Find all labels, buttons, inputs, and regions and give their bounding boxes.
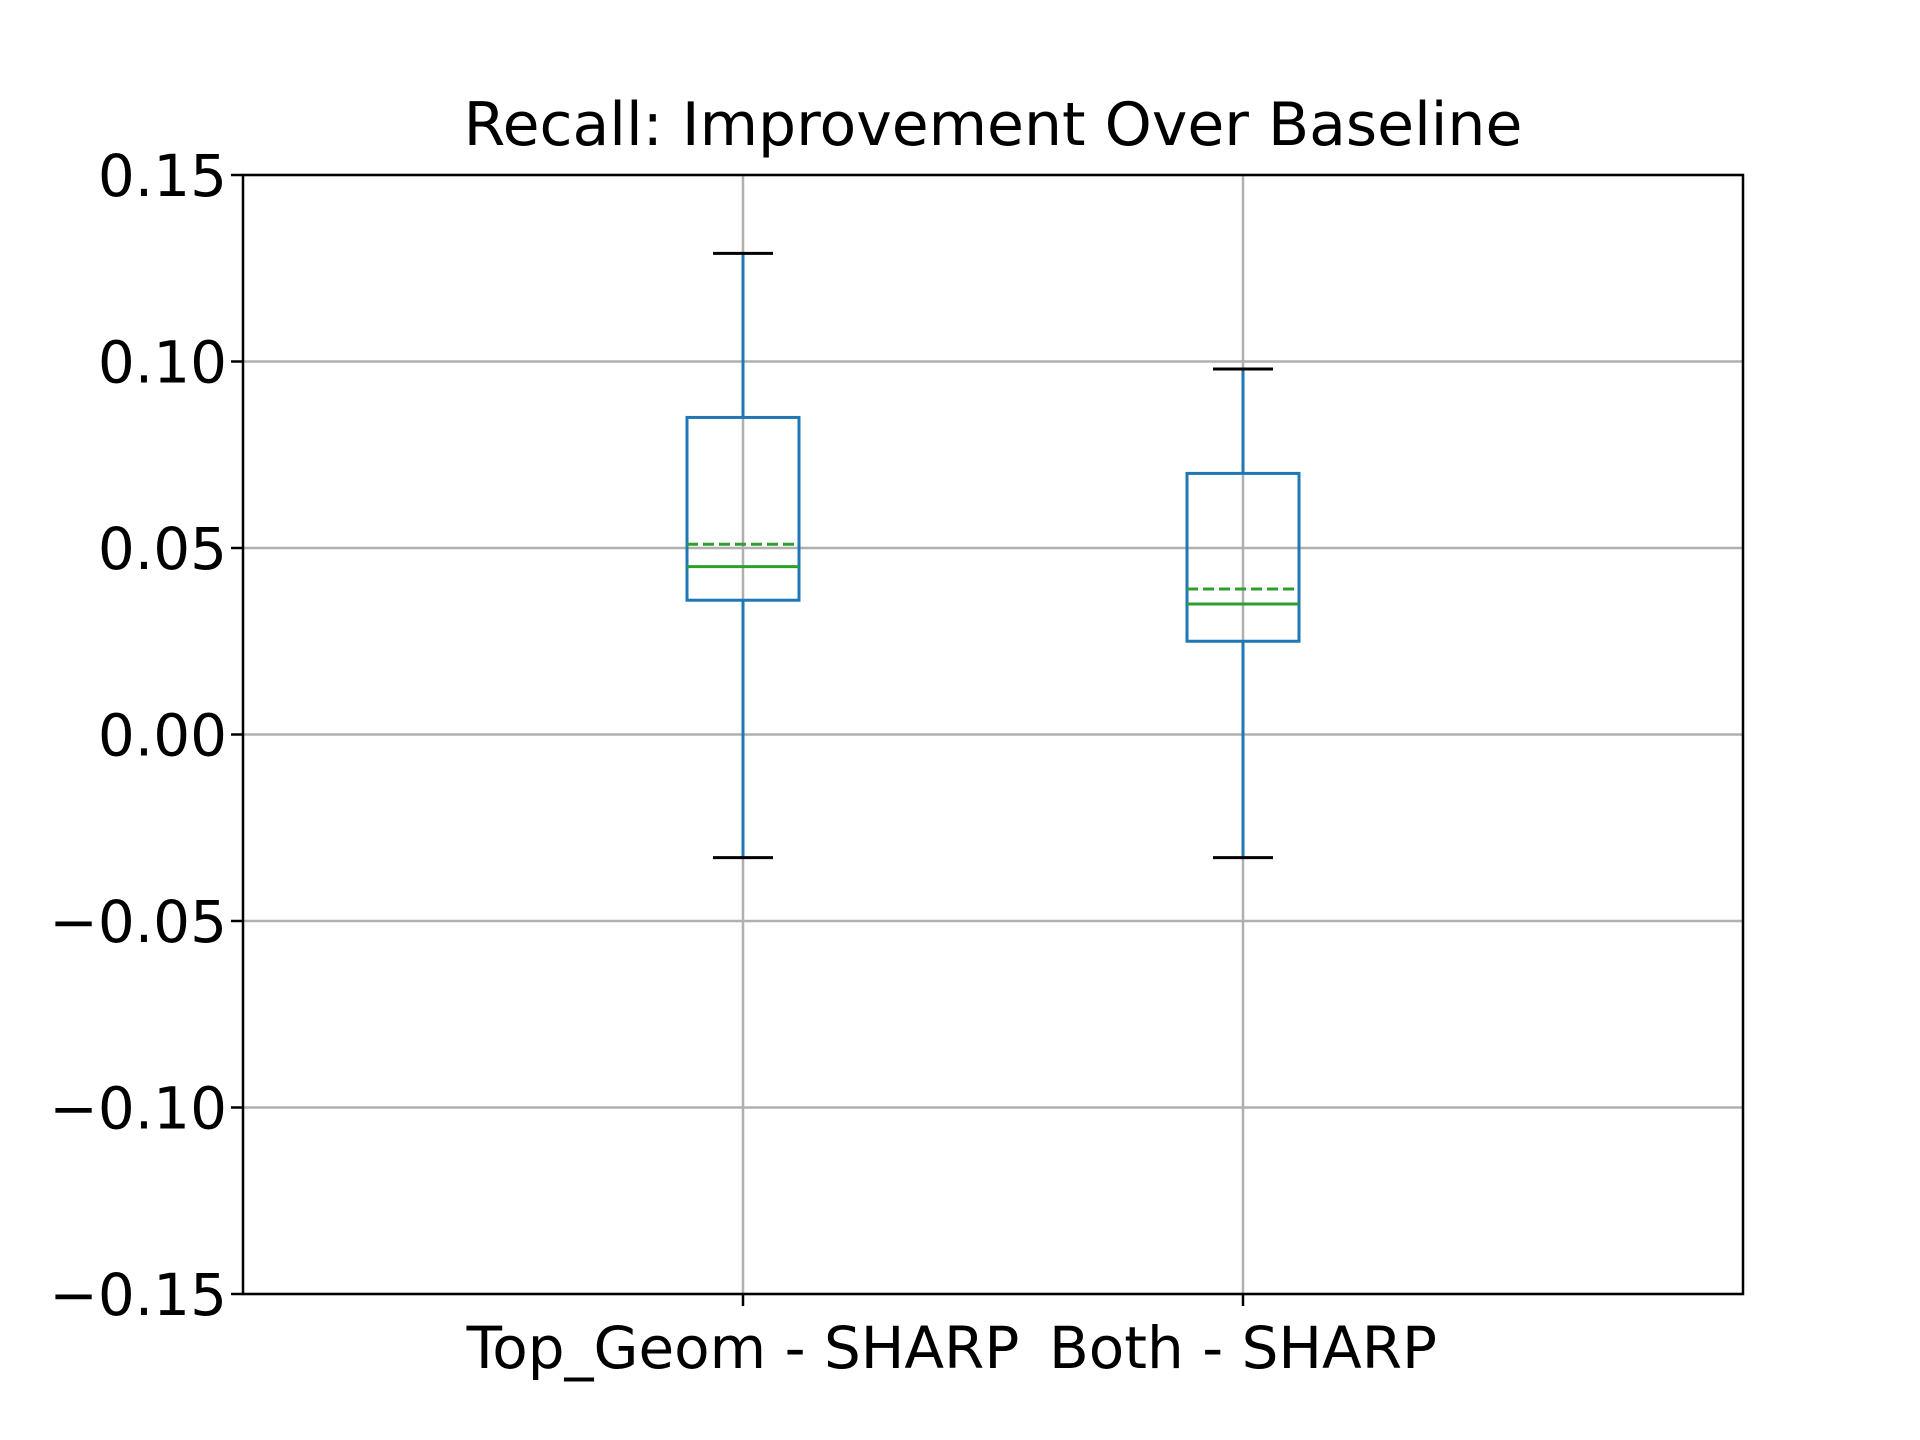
- x-axis: Top_Geom - SHARP Both - SHARP: [466, 1294, 1437, 1382]
- iqr-box: [1185, 471, 1301, 643]
- y-tick-label: −0.15: [49, 1261, 227, 1329]
- y-tick-label: −0.05: [49, 888, 227, 956]
- y-tick-label: 0.00: [98, 702, 227, 770]
- iqr-box: [685, 415, 801, 602]
- boxes-layer: [685, 251, 1301, 860]
- x-tick-label: Both - SHARP: [1049, 1314, 1437, 1382]
- grid-lines: [243, 173, 1743, 1296]
- y-tick-label: 0.05: [98, 515, 227, 583]
- y-tick-label: 0.10: [98, 329, 227, 397]
- y-tick-label: 0.15: [98, 142, 227, 210]
- box-group: [1185, 367, 1301, 860]
- x-tick-label: Top_Geom - SHARP: [466, 1314, 1020, 1382]
- y-axis: 0.15 0.10 0.05 0.00 −0.05 −0.10 −0.15: [49, 142, 243, 1329]
- box-group: [685, 251, 801, 860]
- y-tick-label: −0.10: [49, 1075, 227, 1143]
- chart-title: Recall: Improvement Over Baseline: [464, 90, 1523, 160]
